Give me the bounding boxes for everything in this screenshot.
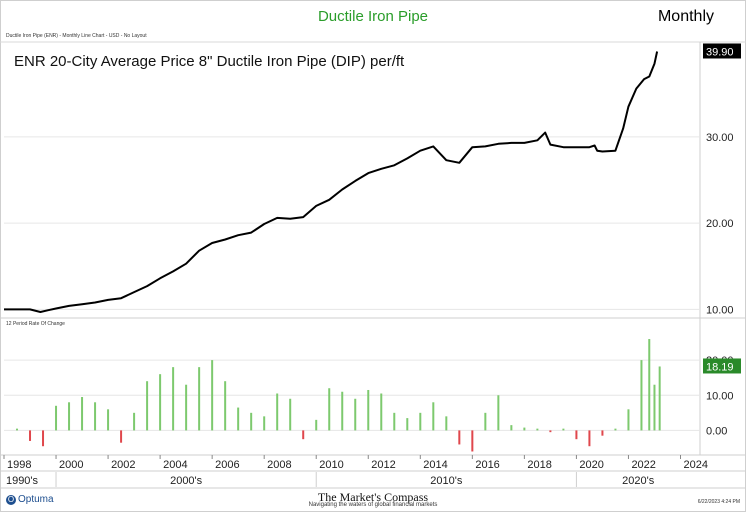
roc-panel-title: 12 Period Rate Of Change bbox=[6, 321, 65, 327]
x-tick-label: 2016 bbox=[475, 459, 499, 471]
x-tick-label: 2006 bbox=[215, 459, 239, 471]
roc-bar bbox=[276, 393, 279, 431]
price-tick-label: 30.00 bbox=[706, 132, 734, 144]
last-roc-label: 18.19 bbox=[706, 361, 734, 373]
x-tick-label: 2004 bbox=[163, 459, 187, 471]
roc-bar bbox=[536, 428, 539, 431]
roc-bar bbox=[432, 402, 435, 431]
roc-bar bbox=[211, 360, 214, 431]
roc-bar bbox=[263, 416, 266, 431]
roc-bar bbox=[159, 374, 162, 431]
roc-bar bbox=[133, 412, 136, 431]
roc-bar bbox=[601, 430, 604, 436]
price-panel-title: ENR 20-City Average Price 8" Ductile Iro… bbox=[14, 53, 405, 70]
roc-bar bbox=[497, 395, 500, 431]
roc-bar bbox=[341, 391, 344, 431]
roc-bar bbox=[562, 428, 565, 431]
roc-tick-label: 10.00 bbox=[706, 390, 734, 402]
roc-bar bbox=[380, 393, 383, 431]
price-line bbox=[4, 51, 659, 313]
roc-bar bbox=[471, 430, 474, 452]
roc-bar bbox=[172, 367, 175, 431]
roc-bar bbox=[94, 402, 97, 431]
brand-tagline: Navigating the waters of global financia… bbox=[308, 502, 438, 508]
roc-bar bbox=[653, 384, 656, 431]
roc-bar bbox=[198, 367, 201, 431]
roc-bar bbox=[406, 418, 409, 431]
optuma-icon: O bbox=[6, 494, 16, 505]
decade-label: 2010's bbox=[430, 475, 463, 487]
optuma-logo: O Optuma bbox=[6, 494, 54, 505]
roc-tick-label: 0.00 bbox=[706, 425, 727, 437]
roc-bar bbox=[419, 412, 422, 431]
decade-label: 1990's bbox=[6, 475, 39, 487]
roc-bar bbox=[16, 428, 19, 431]
roc-bar bbox=[367, 389, 370, 431]
roc-bar bbox=[627, 409, 630, 431]
x-tick-label: 2020 bbox=[579, 459, 603, 471]
roc-bar bbox=[328, 388, 331, 431]
roc-bar bbox=[458, 430, 461, 445]
x-tick-label: 2022 bbox=[631, 459, 655, 471]
timestamp: 6/22/2023 4:24 PM bbox=[697, 499, 740, 505]
roc-bar bbox=[393, 412, 396, 431]
chart-subtitle: Ductile Iron Pipe (ENR) - Monthly Line C… bbox=[6, 33, 147, 39]
x-tick-label: 1998 bbox=[7, 459, 31, 471]
roc-bar bbox=[658, 366, 661, 431]
optuma-logo-text: Optuma bbox=[18, 494, 54, 505]
roc-bar bbox=[510, 425, 513, 431]
roc-bar bbox=[302, 430, 305, 440]
roc-bar bbox=[445, 416, 448, 431]
brand-name: The Market's Compass bbox=[317, 490, 429, 504]
roc-bar bbox=[523, 427, 526, 431]
x-tick-label: 2024 bbox=[683, 459, 707, 471]
roc-bar bbox=[315, 419, 318, 431]
roc-bar bbox=[289, 398, 292, 431]
price-tick-label: 10.00 bbox=[706, 304, 734, 316]
roc-bar bbox=[354, 398, 357, 431]
roc-bar bbox=[68, 402, 71, 431]
roc-bar bbox=[250, 412, 253, 431]
price-tick-label: 20.00 bbox=[706, 218, 734, 230]
roc-bar bbox=[640, 360, 643, 431]
roc-bar bbox=[146, 381, 149, 431]
roc-bar bbox=[55, 405, 58, 431]
x-tick-label: 2014 bbox=[423, 459, 447, 471]
chart-title: Ductile Iron Pipe bbox=[317, 8, 429, 25]
x-tick-label: 2012 bbox=[371, 459, 395, 471]
roc-bar bbox=[120, 430, 123, 443]
x-tick-label: 2002 bbox=[111, 459, 135, 471]
decade-label: 2020's bbox=[622, 475, 655, 487]
last-roc-badge bbox=[703, 358, 741, 374]
x-tick-label: 2018 bbox=[527, 459, 551, 471]
roc-bar bbox=[29, 430, 32, 441]
frequency-label: Monthly bbox=[657, 8, 714, 25]
roc-bar bbox=[224, 381, 227, 431]
roc-bar bbox=[107, 409, 110, 431]
x-tick-label: 2000 bbox=[59, 459, 83, 471]
x-tick-label: 2010 bbox=[319, 459, 343, 471]
roc-bar bbox=[81, 397, 84, 431]
last-price-badge bbox=[703, 43, 741, 59]
last-price-label: 39.90 bbox=[706, 46, 734, 58]
decade-label: 2000's bbox=[170, 475, 203, 487]
roc-bar bbox=[237, 407, 240, 431]
roc-bar bbox=[614, 428, 617, 431]
roc-bar bbox=[484, 412, 487, 431]
roc-bar bbox=[185, 384, 188, 431]
roc-bar bbox=[549, 430, 552, 433]
roc-bar bbox=[575, 430, 578, 440]
roc-bar bbox=[588, 430, 591, 447]
roc-bar bbox=[648, 339, 651, 431]
x-tick-label: 2008 bbox=[267, 459, 291, 471]
roc-bar bbox=[42, 430, 45, 447]
